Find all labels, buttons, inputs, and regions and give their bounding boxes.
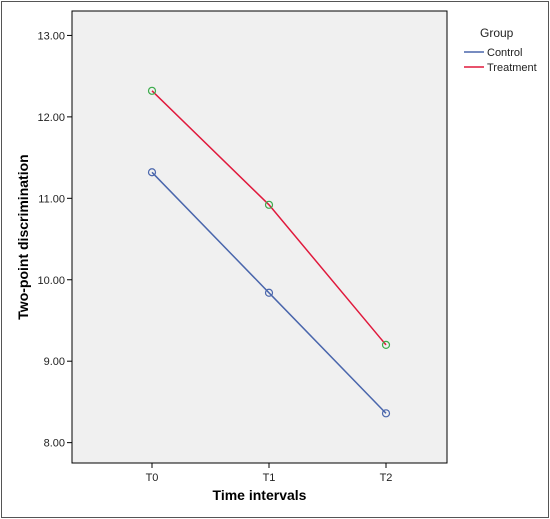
y-tick-label: 12.00 xyxy=(37,112,65,124)
y-tick-label: 10.00 xyxy=(37,275,65,287)
legend-label-treatment: Treatment xyxy=(487,62,537,74)
y-axis: 8.00 9.00 10.00 11.00 12.00 13.00 xyxy=(37,30,72,450)
x-tick-label: T0 xyxy=(146,472,159,484)
y-axis-title: Two-point discrimination xyxy=(15,154,31,319)
data-point-control xyxy=(147,168,157,177)
y-tick-label: 9.00 xyxy=(44,356,65,368)
y-tick-label: 8.00 xyxy=(44,438,65,450)
data-point-control xyxy=(264,288,274,297)
series-line-control xyxy=(151,171,387,414)
x-axis-title: Time intervals xyxy=(213,487,307,503)
plot-area xyxy=(71,10,448,464)
y-tick-label: 11.00 xyxy=(38,193,65,205)
legend: Group Control Treatment xyxy=(464,26,537,74)
x-tick-label: T2 xyxy=(380,472,393,484)
data-point-treatment xyxy=(381,340,391,350)
series-layer xyxy=(147,86,391,418)
data-point-control xyxy=(381,409,391,418)
x-tick-label: T1 xyxy=(263,472,276,484)
x-axis: T0 T1 T2 xyxy=(146,463,393,484)
data-point-treatment xyxy=(147,86,157,95)
data-point-treatment xyxy=(264,200,274,209)
legend-label-control: Control xyxy=(487,47,522,59)
legend-title: Group xyxy=(480,26,514,40)
series-line-treatment xyxy=(151,90,387,346)
y-tick-label: 13.00 xyxy=(37,30,65,42)
